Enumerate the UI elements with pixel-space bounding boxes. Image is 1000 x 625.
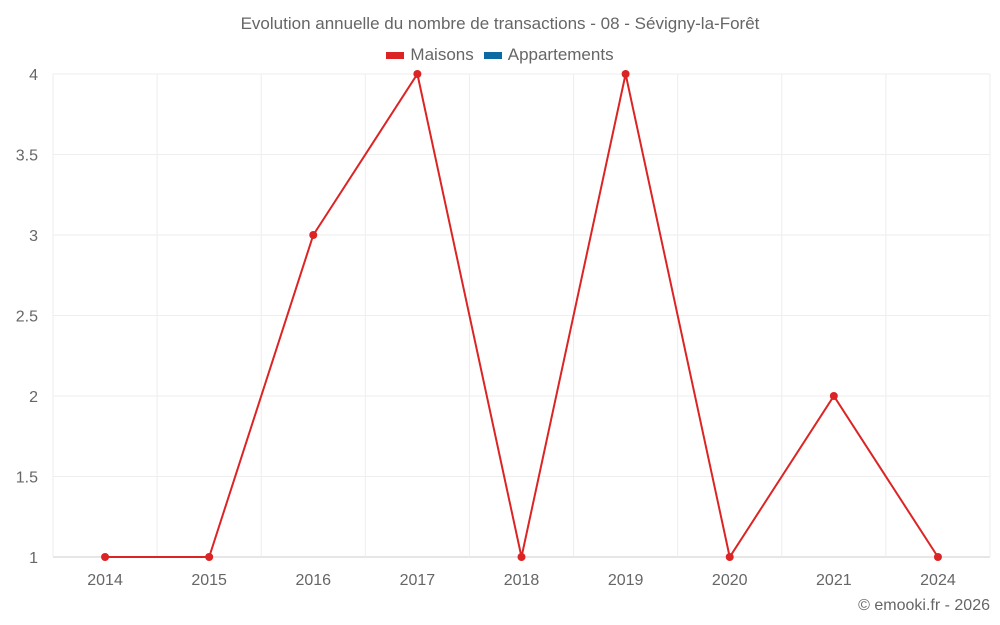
x-tick-label: 2018: [504, 572, 540, 589]
y-tick-label: 3.5: [16, 148, 38, 165]
data-point: [829, 392, 838, 400]
data-point: [309, 231, 318, 239]
x-tick-label: 2015: [191, 572, 227, 589]
legend-swatch-maisons: [386, 51, 405, 59]
data-point: [725, 553, 734, 561]
legend-label: Appartements: [507, 45, 614, 64]
legend-item-maisons[interactable]: Maisons: [386, 45, 474, 65]
legend-item-appartements[interactable]: Appartements: [483, 45, 614, 65]
data-point: [101, 553, 110, 561]
data-point: [413, 70, 422, 78]
legend-label: Maisons: [410, 45, 474, 64]
data-point: [933, 553, 942, 561]
x-tick-label: 2024: [920, 572, 956, 589]
y-tick-label: 1: [29, 550, 38, 567]
credit: © emooki.fr - 2026: [858, 597, 990, 614]
y-tick-label: 2.5: [16, 309, 38, 326]
x-tick-label: 2021: [816, 572, 852, 589]
x-tick-label: 2017: [400, 572, 436, 589]
x-tick-label: 2020: [712, 572, 748, 589]
data-point: [205, 553, 214, 561]
y-tick-label: 1.5: [16, 470, 38, 487]
y-tick-label: 2: [29, 389, 38, 406]
legend-swatch-appartements: [483, 51, 502, 59]
x-tick-label: 2014: [87, 572, 123, 589]
legend: Maisons Appartements: [0, 45, 1000, 65]
data-point: [517, 553, 526, 561]
chart-title: Evolution annuelle du nombre de transact…: [240, 14, 760, 33]
y-tick-label: 3: [29, 228, 38, 245]
y-tick-label: 4: [29, 67, 38, 84]
data-point: [621, 70, 630, 78]
x-tick-label: 2019: [608, 572, 644, 589]
x-tick-label: 2016: [295, 572, 331, 589]
